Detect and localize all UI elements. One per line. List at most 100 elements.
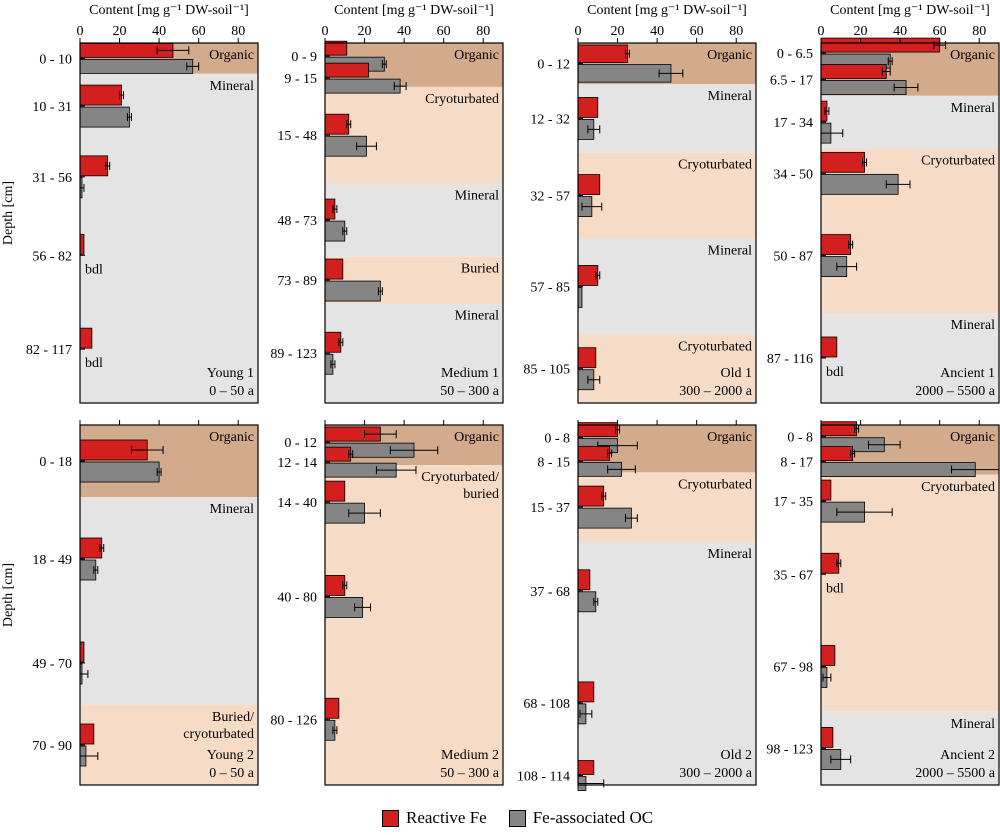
bar-reactive-fe xyxy=(820,37,941,53)
error-bar-fe-oc xyxy=(658,69,684,78)
horizon-label: Buried xyxy=(461,262,499,277)
bar-reactive-fe xyxy=(820,421,857,437)
bar-reactive-fe xyxy=(577,445,611,461)
horizon-mineral xyxy=(80,497,258,705)
bar-reactive-fe xyxy=(577,97,599,118)
bar-reactive-fe xyxy=(324,697,340,719)
error-bar-reactive-fe xyxy=(862,158,867,167)
error-bar-fe-oc xyxy=(836,262,858,271)
x-tick-label: 80 xyxy=(729,24,743,39)
horizon-label: Cryoturbated xyxy=(921,154,995,169)
horizon-cryoturbated xyxy=(578,472,756,542)
depth-tick-label: 108 - 114 xyxy=(517,770,570,785)
error-bar-reactive-fe xyxy=(119,91,125,100)
error-bar-fe-oc xyxy=(389,446,439,455)
x-tick-label: 60 xyxy=(437,24,451,39)
error-bar-reactive-fe xyxy=(156,46,190,55)
error-bar-fe-oc xyxy=(830,755,852,764)
bar-reactive-fe xyxy=(577,760,595,775)
legend-item-fe-oc: Fe-associated OC xyxy=(508,808,653,828)
x-tick-label: 40 xyxy=(650,24,664,39)
x-tick-label: 60 xyxy=(933,24,947,39)
error-bar-fe-oc xyxy=(381,60,387,69)
horizon-label: Mineral xyxy=(708,243,752,258)
bar-reactive-fe xyxy=(820,234,852,255)
panel-frame xyxy=(820,424,1000,786)
horizon-label: Organic xyxy=(707,48,752,63)
depth-tick-label: 12 - 14 xyxy=(277,456,317,471)
depth-tick-label: 68 - 108 xyxy=(523,697,570,712)
bar-reactive-fe xyxy=(577,44,628,63)
error-bar-fe-oc xyxy=(377,287,383,296)
bar-reactive-fe xyxy=(324,575,346,596)
horizon-label: Cryoturbated xyxy=(425,92,499,107)
error-bar-reactive-fe xyxy=(342,581,348,590)
bar-reactive-fe xyxy=(577,347,597,369)
depth-tick-label: 37 - 68 xyxy=(530,585,570,600)
horizon-label: Mineral xyxy=(455,188,499,203)
horizon-mineral xyxy=(821,313,999,403)
bar-fe-oc xyxy=(79,106,130,128)
error-bar-reactive-fe xyxy=(607,449,613,458)
horizon-organic xyxy=(80,425,258,497)
site-age-label: 0 – 50 a xyxy=(209,766,255,781)
error-bar-reactive-fe xyxy=(348,450,354,459)
error-bar-reactive-fe xyxy=(105,161,111,170)
site-age-label: 0 – 50 a xyxy=(209,384,255,399)
depth-tick-label: 32 - 57 xyxy=(530,190,570,205)
panel-frame xyxy=(577,424,757,786)
error-bar-reactive-fe xyxy=(624,49,630,58)
depth-tick-label: 67 - 98 xyxy=(773,660,813,675)
bar-reactive-fe xyxy=(324,446,352,462)
depth-tick-label: 50 - 87 xyxy=(773,250,813,265)
bar-fe-oc xyxy=(324,280,381,302)
bdl-label: bdl xyxy=(85,356,103,371)
site-name-label: Old 2 xyxy=(721,748,753,763)
error-bar-reactive-fe xyxy=(346,120,352,129)
horizon-label: Cryoturbated xyxy=(678,339,752,354)
error-bar-reactive-fe xyxy=(364,430,397,439)
bdl-label: bdl xyxy=(85,262,103,277)
horizon-label: Mineral xyxy=(708,547,752,562)
bar-reactive-fe xyxy=(324,113,350,135)
bar-fe-oc xyxy=(820,80,907,95)
site-age-label: 2000 – 5500 a xyxy=(915,766,996,781)
bar-fe-oc xyxy=(577,591,597,613)
y-axis-title: Depth [cm] xyxy=(1,181,16,245)
error-bar-fe-oc xyxy=(587,375,601,384)
depth-tick-label: 0 - 18 xyxy=(39,455,72,470)
error-bar-fe-oc xyxy=(393,82,407,91)
bar-reactive-fe xyxy=(820,151,865,173)
error-bar-fe-oc xyxy=(887,57,893,66)
horizon-label: Organic xyxy=(950,430,995,445)
horizon-cryoturbated xyxy=(821,148,999,313)
depth-tick-label: 0 - 12 xyxy=(284,436,317,451)
error-bar-reactive-fe xyxy=(854,424,860,433)
horizon-label: Organic xyxy=(707,430,752,445)
legend: Reactive Fe Fe-associated OC xyxy=(382,808,675,828)
x-tick-label: 80 xyxy=(476,24,490,39)
horizon-cryoturbated xyxy=(80,705,258,785)
horizon-label: Organic xyxy=(454,48,499,63)
horizon-label: Mineral xyxy=(951,101,995,116)
site-age-label: 300 – 2000 a xyxy=(679,384,753,399)
panel-medium1: 0 - 9 9 - 15 15 - 48 48 - 73 73 - 89 89 - 123… xyxy=(270,3,504,404)
bar-reactive-fe xyxy=(820,479,832,501)
bdl-label: bdl xyxy=(826,581,844,596)
depth-tick-label: 17 - 35 xyxy=(773,495,813,510)
depth-tick-label: 8 - 15 xyxy=(537,455,570,470)
x-tick-label: 20 xyxy=(611,24,625,39)
bar-reactive-fe xyxy=(577,265,599,286)
bar-reactive-fe xyxy=(820,552,840,574)
x-tick-label: 20 xyxy=(113,24,127,39)
error-bar-reactive-fe xyxy=(848,240,854,249)
depth-tick-label: 6.5 - 17 xyxy=(770,73,813,88)
x-tick-label: 40 xyxy=(893,24,907,39)
bar-fe-oc xyxy=(324,78,401,94)
depth-tick-label: 18 - 49 xyxy=(32,553,72,568)
error-bar-reactive-fe xyxy=(615,425,621,434)
error-bar-fe-oc xyxy=(893,83,919,92)
panel-young1: 0 - 10 10 - 31 31 - 56 bdl 56 - 82 bdl 82 - 11… xyxy=(26,3,259,404)
depth-tick-label: 35 - 67 xyxy=(773,568,813,583)
error-bar-fe-oc xyxy=(836,508,893,517)
